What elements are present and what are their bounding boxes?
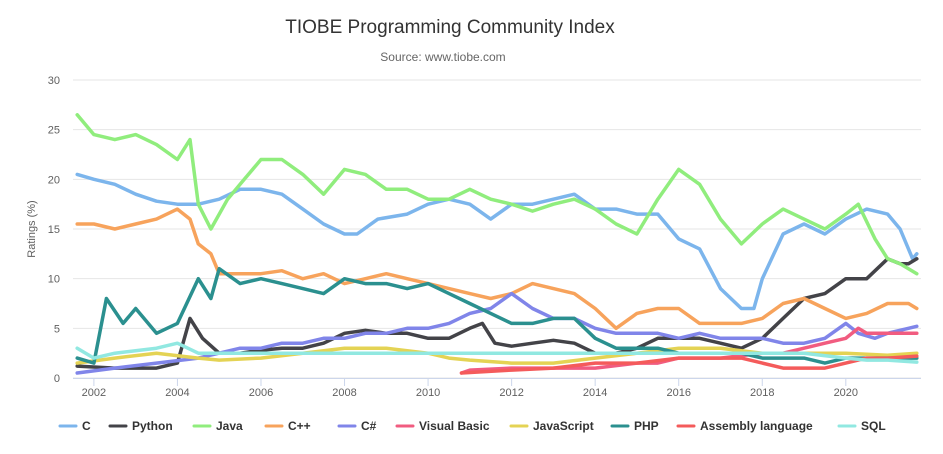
x-tick-2010: 2010 <box>416 387 440 399</box>
legend-label-assembly-language: Assembly language <box>700 419 813 433</box>
y-tick-30: 30 <box>48 75 60 87</box>
legend-item-c-[interactable]: C# <box>337 419 377 433</box>
x-tick-2018: 2018 <box>750 387 774 399</box>
legend-label-visual-basic: Visual Basic <box>419 419 490 433</box>
y-tick-10: 10 <box>48 274 60 286</box>
y-tick-0: 0 <box>54 373 60 385</box>
axis-ticks: 0 5 10 15 20 25 30 2002 2004 2006 2008 2010 2012 2014… <box>48 75 858 399</box>
legend-item-c[interactable]: C <box>58 419 91 433</box>
legend-label-php: PHP <box>634 419 659 433</box>
legend-label-python: Python <box>132 419 173 433</box>
legend-item-php[interactable]: PHP <box>610 419 659 433</box>
series-line-java[interactable] <box>75 113 919 276</box>
legend-label-javascript: JavaScript <box>533 419 594 433</box>
chart-title: TIOBE Programming Community Index <box>285 17 615 38</box>
legend-label-c-: C# <box>361 419 377 433</box>
x-tick-2004: 2004 <box>165 387 189 399</box>
legend-label-sql: SQL <box>861 419 886 433</box>
legend-item-visual-basic[interactable]: Visual Basic <box>395 419 490 433</box>
legend-label-java: Java <box>216 419 243 433</box>
y-tick-5: 5 <box>54 323 60 335</box>
y-tick-15: 15 <box>48 224 60 236</box>
x-tick-2002: 2002 <box>82 387 106 399</box>
series-line-c-[interactable] <box>75 207 919 331</box>
x-tick-2012: 2012 <box>499 387 523 399</box>
legend-label-c-: C++ <box>288 419 311 433</box>
legend-item-python[interactable]: Python <box>108 419 173 433</box>
x-tick-2014: 2014 <box>583 387 607 399</box>
legend-item-javascript[interactable]: JavaScript <box>509 419 594 433</box>
series-line-c[interactable] <box>75 172 919 311</box>
grid-lines <box>73 79 921 379</box>
legend-item-java[interactable]: Java <box>192 419 243 433</box>
x-tick-2016: 2016 <box>666 387 690 399</box>
y-tick-25: 25 <box>48 125 60 137</box>
x-tick-2020: 2020 <box>834 387 858 399</box>
x-tick-2006: 2006 <box>249 387 273 399</box>
y-axis-label: Ratings (%) <box>26 200 38 257</box>
legend[interactable]: C Python Java C++ C# Visual Basic JavaScript PH… <box>58 419 886 433</box>
series-line-php[interactable] <box>75 266 919 365</box>
legend-item-assembly-language[interactable]: Assembly language <box>676 419 813 433</box>
y-tick-20: 20 <box>48 174 60 186</box>
legend-label-c: C <box>82 419 91 433</box>
x-tick-2008: 2008 <box>332 387 356 399</box>
series-line-sql[interactable] <box>75 341 919 364</box>
chart-subtitle: Source: www.tiobe.com <box>380 50 505 64</box>
legend-item-sql[interactable]: SQL <box>837 419 886 433</box>
series-lines <box>75 113 919 375</box>
legend-item-c-[interactable]: C++ <box>264 419 311 433</box>
